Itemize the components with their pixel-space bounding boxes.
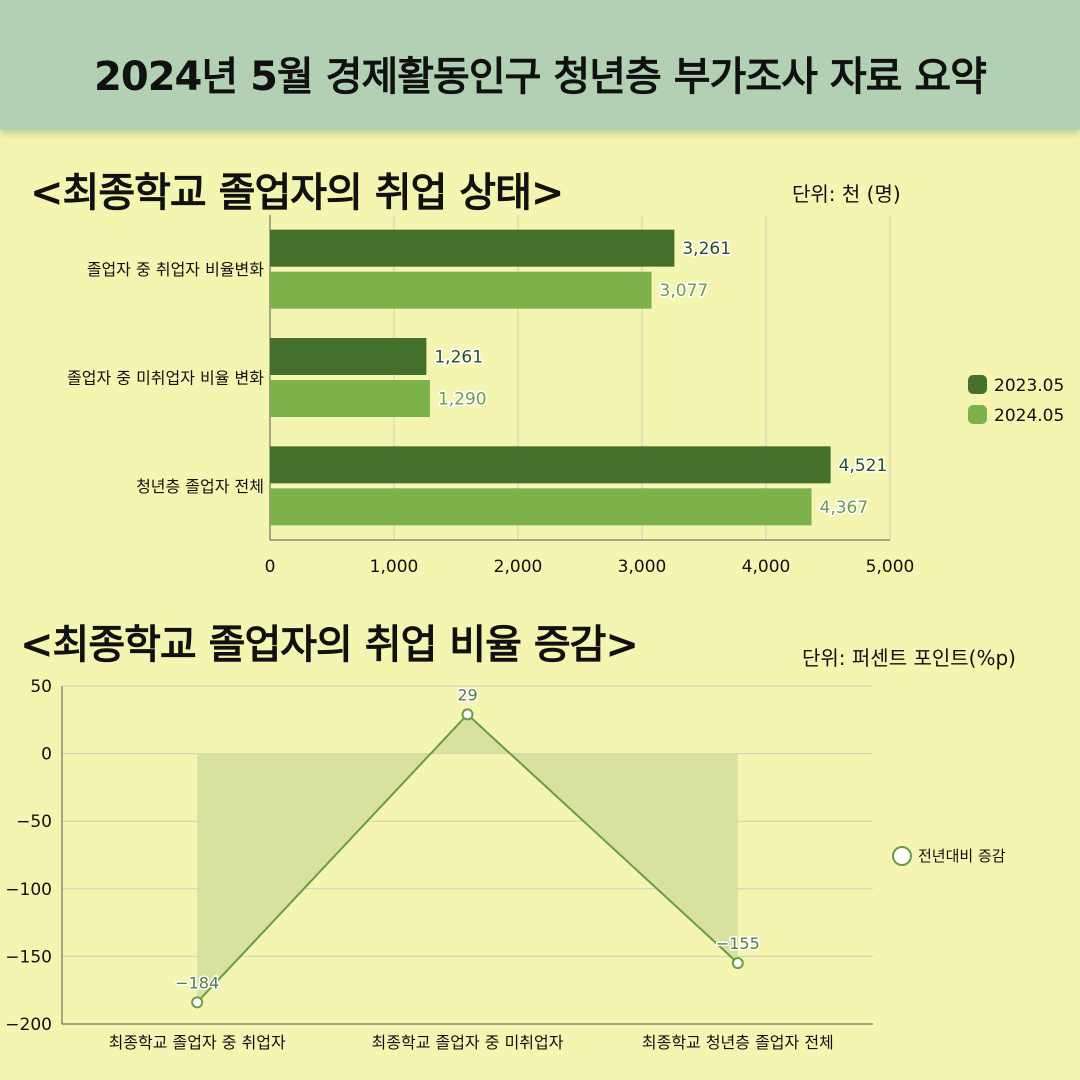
legend-marker	[892, 846, 912, 866]
bar-2024.05	[270, 488, 812, 526]
line-y-tick-label: 50	[30, 677, 52, 697]
legend-label: 2024.05	[994, 406, 1064, 426]
line-category-label: 최종학교 졸업자 중 취업자	[109, 1033, 286, 1052]
bar-category-label: 졸업자 중 취업자 비율변화	[87, 260, 264, 279]
line-value-label: −155	[716, 934, 760, 953]
bar-chart-unit: 단위: 천 (명)	[792, 182, 901, 206]
line-y-tick-label: 0	[41, 745, 52, 765]
line-point	[731, 957, 744, 970]
bar-category-label: 졸업자 중 미취업자 비율 변화	[67, 369, 264, 388]
line-area	[197, 714, 738, 1003]
legend-label: 2023.05	[994, 376, 1064, 396]
bar-x-tick-label: 0	[265, 557, 276, 577]
bar-x-tick-label: 2,000	[494, 557, 543, 577]
bar-value-label: 4,367	[820, 498, 869, 518]
legend-swatch	[968, 405, 987, 424]
line-value-label: 29	[457, 685, 477, 704]
bar-x-tick-label: 3,000	[618, 557, 667, 577]
line-y-tick-label: −150	[5, 947, 52, 967]
line-y-tick-label: −200	[5, 1015, 52, 1035]
bar-value-label: 3,261	[682, 239, 731, 259]
line-point	[461, 708, 474, 721]
bar-value-label: 4,521	[839, 456, 888, 476]
bar-value-label: 3,077	[660, 281, 709, 301]
line-category-label: 최종학교 졸업자 중 미취업자	[372, 1033, 564, 1052]
bar-2024.05	[270, 380, 430, 417]
line-category-label: 최종학교 청년층 졸업자 전체	[642, 1033, 834, 1052]
line-y-tick-label: −50	[16, 812, 52, 832]
line-chart-title: <최종학교 졸업자의 취업 비율 증감>	[20, 622, 639, 668]
page-title: 2024년 5월 경제활동인구 청년층 부가조사 자료 요약	[94, 54, 987, 100]
bar-value-label: 1,290	[438, 390, 487, 410]
bar-2023.05	[270, 229, 675, 267]
bar-x-tick-label: 4,000	[742, 557, 791, 577]
bar-2024.05	[270, 271, 652, 309]
bar-chart-title: <최종학교 졸업자의 취업 상태>	[30, 170, 564, 216]
bar-2023.05	[270, 338, 427, 375]
line-y-tick-label: −100	[5, 880, 52, 900]
bar-category-label: 청년층 졸업자 전체	[136, 477, 264, 496]
bar-x-tick-label: 1,000	[370, 557, 419, 577]
bar-x-tick-label: 5,000	[866, 557, 915, 577]
legend-swatch	[968, 375, 987, 394]
bar-value-label: 1,261	[434, 348, 483, 368]
legend-label: 전년대비 증감	[918, 847, 1006, 865]
line-chart-unit: 단위: 퍼센트 포인트(%p)	[802, 646, 1016, 670]
header-banner: 2024년 5월 경제활동인구 청년층 부가조사 자료 요약	[0, 0, 1080, 130]
bar-2023.05	[270, 446, 831, 484]
line-value-label: −184	[175, 973, 219, 992]
line-point	[191, 996, 204, 1009]
